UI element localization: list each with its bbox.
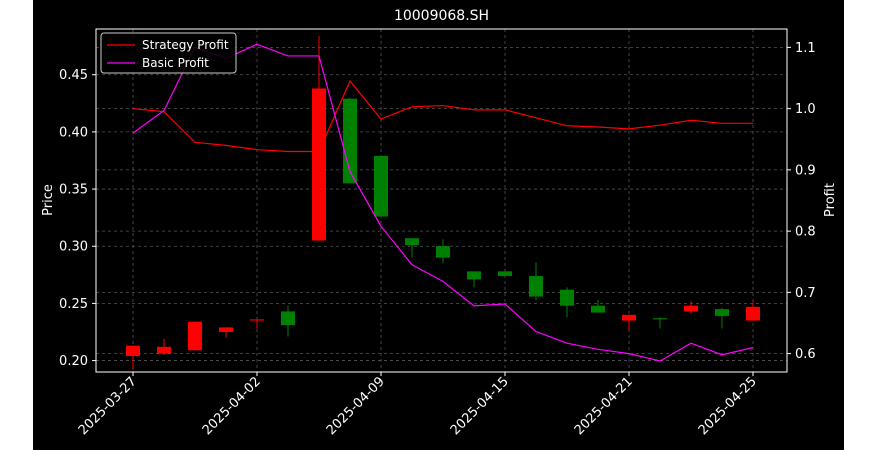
candle-body — [591, 305, 605, 313]
legend: Strategy Profit Basic Profit — [100, 32, 237, 74]
candle-body — [374, 155, 388, 217]
plot-frame — [95, 28, 788, 373]
candle-body — [684, 305, 698, 312]
y-left-tick-label: 0.40 — [59, 125, 88, 140]
y-left-tick-label: 0.20 — [59, 354, 88, 369]
y-left-tick-label: 0.45 — [59, 68, 88, 83]
y-left-tick-label: 0.30 — [59, 240, 88, 255]
candle-body — [219, 327, 233, 332]
candle-body — [622, 314, 636, 321]
legend-label-basic: Basic Profit — [142, 56, 209, 70]
candle-body — [250, 319, 264, 321]
x-tick-label: 2025-03-27 — [76, 374, 140, 438]
candle-body — [529, 275, 543, 297]
x-tick-label: 2025-04-21 — [572, 374, 636, 438]
candle-body — [343, 98, 357, 184]
y-right-tick-label: 0.8 — [795, 225, 816, 240]
legend-label-strategy: Strategy Profit — [142, 38, 229, 52]
axes: 0.20 0.25 0.30 0.35 0.40 0.45 0.6 0.7 0.8 0.9 1.0 1… — [59, 41, 816, 438]
candle-body — [126, 345, 140, 356]
candle-body — [436, 246, 450, 258]
candle-body — [281, 311, 295, 326]
x-tick-label: 2025-04-15 — [448, 374, 512, 438]
basic-profit-line — [132, 43, 754, 362]
chart-title: 10009068.SH — [394, 8, 489, 24]
candles — [126, 35, 760, 370]
x-tick-label: 2025-04-09 — [324, 374, 388, 438]
y-right-tick-label: 0.7 — [795, 286, 816, 301]
candle-body — [188, 321, 202, 351]
strategy-profit-line — [132, 79, 753, 153]
y-right-tick-label: 1.1 — [795, 41, 816, 56]
candle-body — [498, 271, 512, 276]
candle-body — [405, 238, 419, 246]
candle-body — [157, 346, 171, 354]
x-tick-label: 2025-04-25 — [696, 374, 760, 438]
y-right-tick-label: 0.6 — [795, 347, 816, 362]
y-left-tick-label: 0.35 — [59, 183, 88, 198]
grid — [96, 29, 787, 372]
candle-body — [312, 88, 326, 241]
profit-lines — [132, 43, 754, 362]
y-left-tick-label: 0.25 — [59, 297, 88, 312]
y-right-tick-label: 0.9 — [795, 163, 816, 178]
x-tick-label: 2025-04-02 — [200, 374, 264, 438]
candle-body — [467, 271, 481, 280]
y-right-tick-label: 1.0 — [795, 102, 816, 117]
y-axis-right-label: Profit — [823, 183, 838, 217]
candle-body — [653, 318, 667, 320]
candle-body — [715, 309, 729, 316]
candle-body — [560, 289, 574, 306]
y-axis-left-label: Price — [41, 184, 56, 216]
candle-body — [746, 306, 760, 321]
